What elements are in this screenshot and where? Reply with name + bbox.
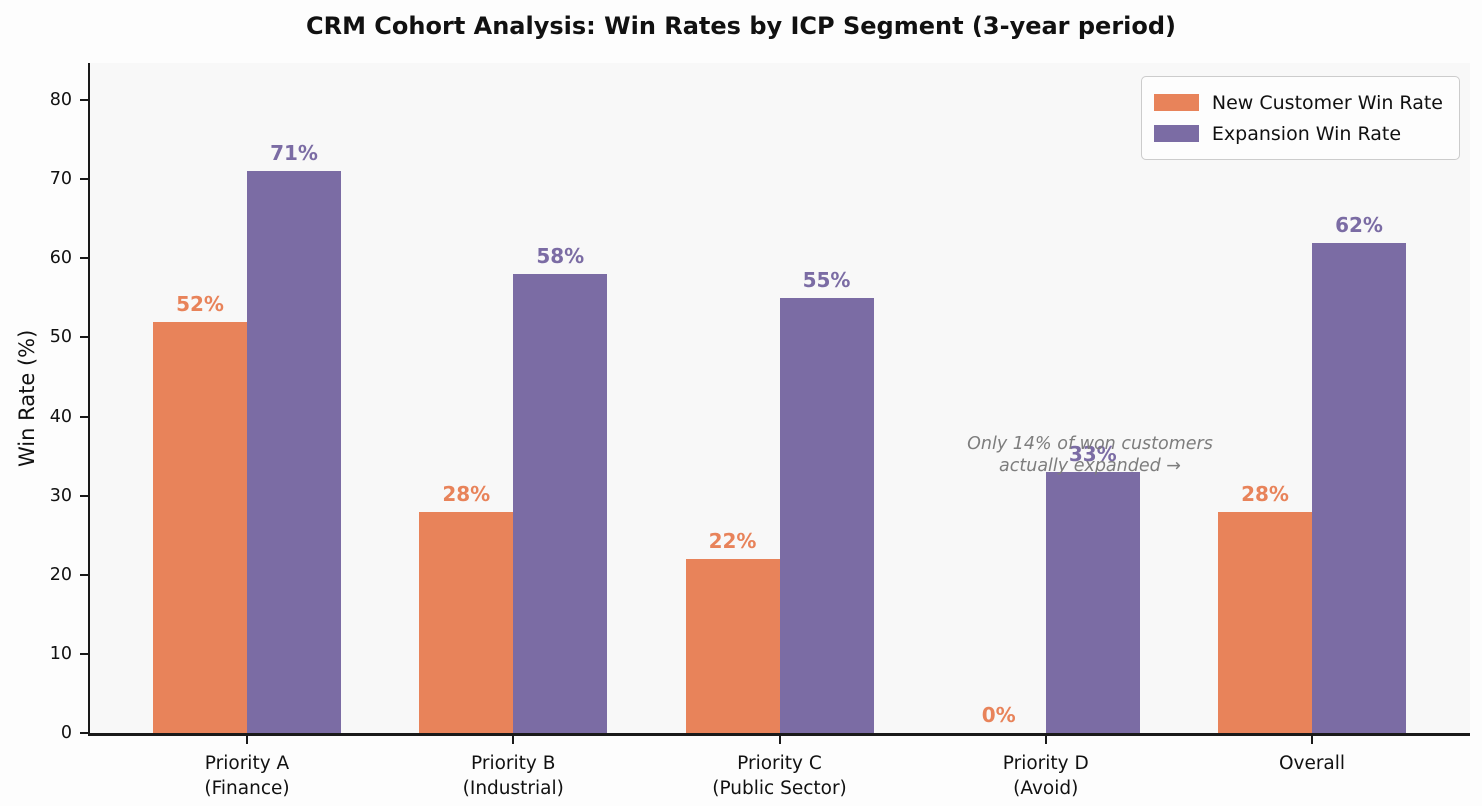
legend-swatch [1153, 94, 1199, 111]
x-tick-label-line1: Priority A [204, 753, 290, 774]
x-tick-mark [1044, 736, 1047, 744]
bar [513, 274, 608, 733]
y-tick-label: 20 [49, 564, 72, 585]
x-tick-label-line2: (Finance) [204, 778, 290, 799]
bar-value-label: 62% [1335, 212, 1383, 237]
y-tick-mark [80, 573, 88, 576]
y-tick-mark [80, 336, 88, 339]
bar-value-label: 58% [536, 244, 585, 269]
bar-value-label: 52% [176, 291, 224, 316]
bar-value-label: 71% [270, 141, 318, 166]
y-tick-mark [80, 652, 88, 655]
bar [685, 558, 780, 733]
x-tick-mark [1311, 736, 1313, 744]
bar-value-label: 55% [802, 267, 851, 292]
y-tick-mark [80, 99, 88, 102]
bar [1312, 242, 1406, 733]
annotation-line: Only 14% of won customers [967, 434, 1213, 454]
bar [779, 297, 874, 733]
bar-value-label: 0% [981, 703, 1016, 727]
chart-title: CRM Cohort Analysis: Win Rates by ICP Se… [305, 12, 1177, 40]
y-tick-label: 0 [60, 723, 72, 743]
bar [419, 511, 514, 733]
annotation-line: actually expanded → [999, 455, 1181, 476]
y-tick-mark [80, 178, 88, 181]
x-tick-label-line1: Priority D [1002, 753, 1089, 774]
y-tick-label: 70 [49, 169, 72, 190]
x-tick-label: Priority A (Finance) [204, 751, 289, 801]
plot-area: New Customer Win Rate Expansion Win Rate … [50, 63, 1470, 799]
y-tick-mark [80, 415, 88, 418]
y-tick-label: 30 [49, 485, 72, 506]
y-tick-mark [80, 732, 88, 734]
y-tick-label: 80 [49, 90, 72, 111]
x-tick-label-line2: (Avoid) [1013, 778, 1079, 799]
bar [1045, 471, 1140, 733]
x-tick-label-line2: (Public Sector) [712, 778, 847, 799]
bar [1218, 511, 1312, 733]
y-tick-label: 60 [49, 248, 72, 269]
chart-annotation: Only 14% of won customers actually expand… [967, 434, 1213, 477]
x-tick-label-line2: (Industrial) [462, 778, 564, 799]
x-tick-label-line1: Priority B [471, 753, 556, 774]
bar-value-label: 28% [442, 481, 491, 506]
x-tick-label: Priority D (Avoid) [1003, 751, 1089, 801]
legend-label: Expansion Win Rate [1211, 122, 1402, 145]
y-tick-mark [80, 257, 88, 260]
legend: New Customer Win Rate Expansion Win Rate [1140, 76, 1460, 160]
bar-value-label: 33% [1068, 441, 1117, 466]
x-tick-label: Priority C (Public Sector) [712, 751, 847, 801]
x-tick-label-line1: Overall [1278, 753, 1346, 774]
x-tick-mark [246, 736, 248, 744]
y-tick-label: 40 [49, 406, 72, 427]
x-tick-label-line1: Priority C [737, 753, 822, 774]
bar-value-label: 22% [708, 528, 757, 553]
bar-value-label: 28% [1241, 481, 1289, 506]
x-tick-mark [512, 736, 515, 744]
y-axis-label: Win Rate (%) [15, 329, 39, 467]
y-tick-label: 10 [49, 643, 72, 664]
x-tick-mark [778, 736, 781, 744]
legend-entry: Expansion Win Rate [1153, 118, 1443, 149]
legend-label: New Customer Win Rate [1211, 91, 1443, 114]
y-tick-mark [80, 494, 88, 497]
legend-swatch [1153, 125, 1199, 142]
x-tick-label: Overall [1279, 751, 1345, 776]
x-tick-label: Priority B (Industrial) [463, 751, 564, 801]
bar [247, 171, 341, 733]
y-tick-label: 50 [49, 327, 72, 348]
bar [153, 321, 247, 733]
legend-entry: New Customer Win Rate [1153, 87, 1443, 118]
